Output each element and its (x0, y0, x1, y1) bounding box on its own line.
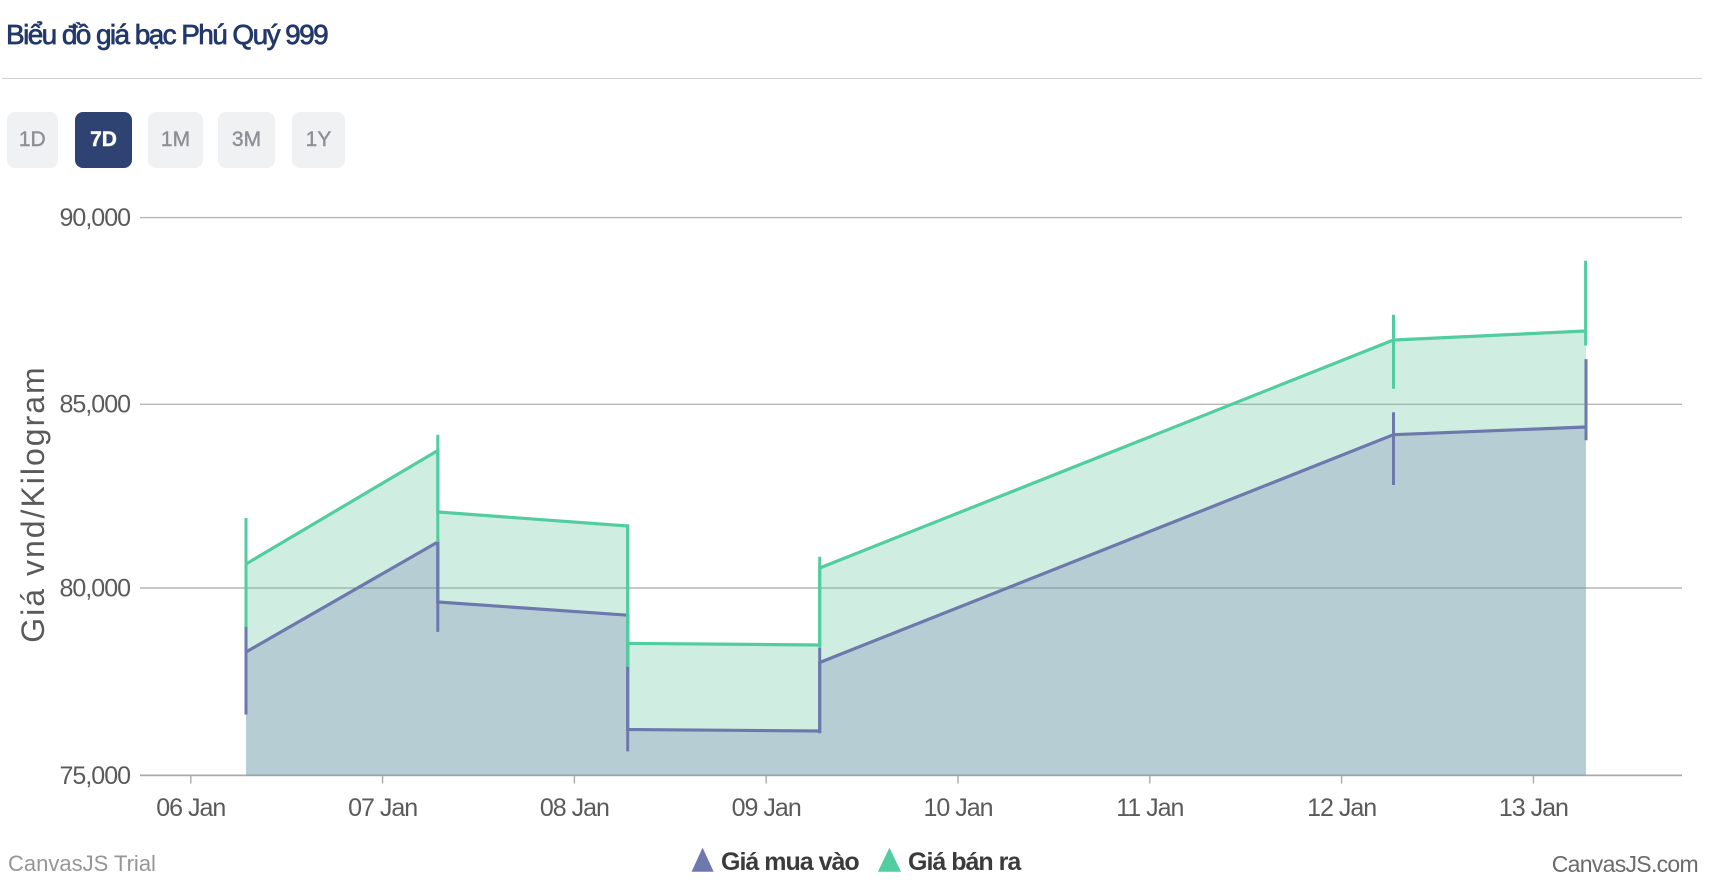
svg-text:CanvasJS.com: CanvasJS.com (1552, 851, 1698, 877)
svg-text:Giá bán ra: Giá bán ra (908, 848, 1022, 876)
svg-text:Giá vnd/Kilogram: Giá vnd/Kilogram (15, 365, 51, 642)
svg-text:06 Jan: 06 Jan (156, 794, 225, 822)
svg-text:12 Jan: 12 Jan (1307, 794, 1376, 822)
svg-text:Giá mua vào: Giá mua vào (721, 848, 859, 876)
svg-text:10 Jan: 10 Jan (923, 794, 992, 822)
svg-text:08 Jan: 08 Jan (540, 794, 609, 822)
svg-text:09 Jan: 09 Jan (732, 794, 801, 822)
svg-text:75,000: 75,000 (60, 762, 131, 790)
svg-text:80,000: 80,000 (60, 574, 131, 602)
svg-text:07 Jan: 07 Jan (348, 794, 417, 822)
svg-text:90,000: 90,000 (60, 204, 131, 232)
svg-text:11 Jan: 11 Jan (1116, 794, 1183, 822)
svg-text:CanvasJS Trial: CanvasJS Trial (8, 851, 156, 876)
svg-text:85,000: 85,000 (60, 391, 131, 419)
svg-text:13 Jan: 13 Jan (1499, 794, 1568, 822)
